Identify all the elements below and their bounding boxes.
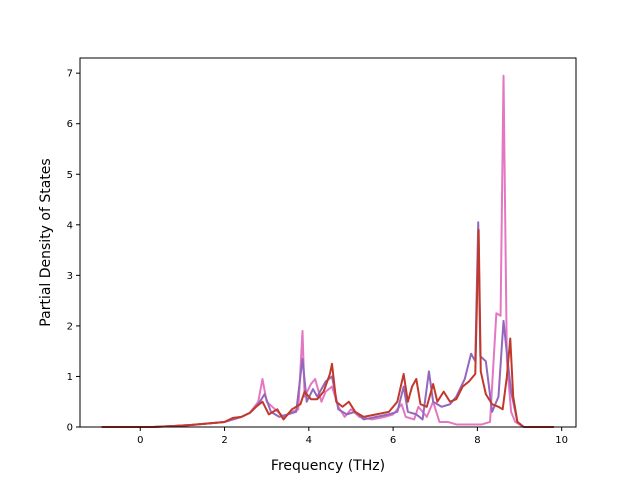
y-tick-label: 7 xyxy=(67,69,73,80)
y-axis-label: Partial Density of States xyxy=(38,158,54,326)
y-tick-label: 1 xyxy=(67,372,73,383)
x-tick-label: 0 xyxy=(137,435,143,446)
y-ticks: 0 1 2 3 4 5 6 7 xyxy=(67,69,80,434)
x-tick-label: 4 xyxy=(306,435,312,446)
y-tick-label: 4 xyxy=(67,220,73,231)
x-tick-label: 2 xyxy=(221,435,227,446)
series-layer xyxy=(101,74,555,428)
x-ticks: 0 2 4 6 8 10 xyxy=(137,427,568,446)
y-tick-label: 6 xyxy=(67,119,73,130)
y-tick-label: 3 xyxy=(67,271,73,282)
y-tick-label: 2 xyxy=(67,321,73,332)
plot-frame xyxy=(79,57,577,428)
x-axis-label: Frequency (THz) xyxy=(271,458,385,474)
x-tick-label: 8 xyxy=(474,435,480,446)
x-tick-label: 6 xyxy=(390,435,396,446)
y-tick-label: 5 xyxy=(67,170,73,181)
x-tick-label: 10 xyxy=(555,435,568,446)
y-tick-label: 0 xyxy=(67,423,73,434)
series-line-3 xyxy=(101,228,555,428)
